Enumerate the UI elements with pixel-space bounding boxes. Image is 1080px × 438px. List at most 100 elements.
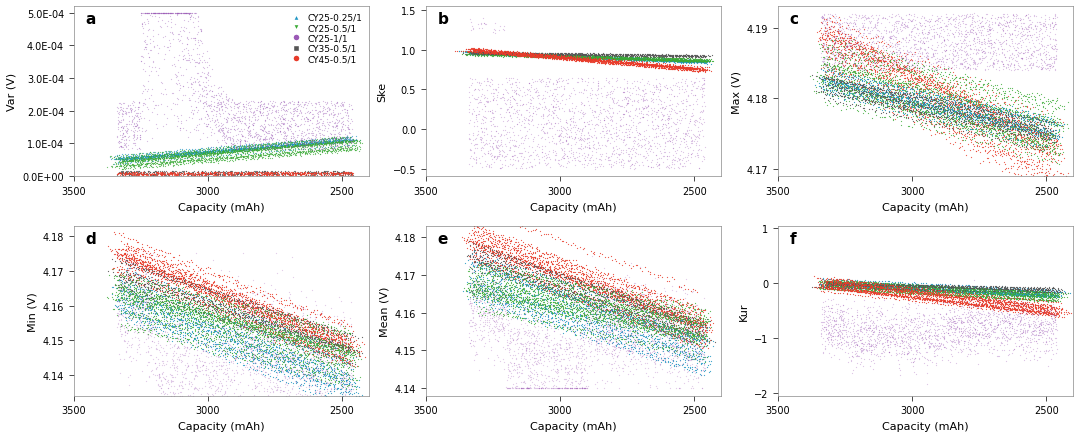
Point — [863, 90, 880, 97]
Point — [188, 299, 205, 306]
Point — [144, 326, 161, 333]
Point — [114, 170, 132, 177]
Point — [485, 86, 502, 93]
Point — [309, 138, 326, 145]
Point — [561, 290, 578, 297]
Point — [219, 114, 237, 121]
Point — [1054, 129, 1071, 136]
Point — [982, 110, 999, 117]
Point — [465, 278, 483, 285]
Point — [660, 57, 677, 64]
Point — [254, 152, 271, 159]
Point — [154, 11, 172, 18]
Point — [158, 304, 175, 311]
Point — [526, 282, 543, 289]
Point — [690, 359, 707, 366]
Point — [889, 20, 906, 27]
Point — [606, 323, 623, 330]
Point — [626, 165, 644, 172]
Point — [531, 52, 549, 59]
Point — [897, 106, 915, 113]
Point — [863, 282, 880, 289]
Point — [878, 63, 895, 70]
Point — [257, 307, 274, 314]
Point — [480, 51, 497, 58]
Point — [827, 67, 845, 74]
Point — [664, 357, 681, 364]
Point — [473, 336, 490, 343]
Point — [610, 295, 627, 302]
Point — [298, 144, 315, 151]
Point — [1015, 51, 1032, 58]
Point — [677, 66, 694, 73]
Point — [932, 106, 949, 113]
Point — [144, 301, 161, 308]
Point — [319, 138, 336, 145]
Point — [555, 56, 572, 63]
Point — [539, 52, 556, 59]
Point — [147, 298, 164, 305]
Point — [197, 342, 214, 349]
Point — [144, 270, 161, 277]
Point — [584, 280, 602, 287]
Point — [1038, 286, 1055, 293]
Point — [957, 122, 974, 129]
Point — [165, 254, 183, 261]
Point — [989, 298, 1007, 305]
Point — [302, 326, 320, 333]
Point — [665, 310, 683, 317]
Point — [514, 260, 531, 267]
Point — [1009, 285, 1026, 292]
Point — [1020, 27, 1037, 34]
Point — [549, 261, 566, 268]
Point — [210, 148, 227, 155]
Point — [192, 28, 210, 35]
Point — [157, 296, 174, 303]
Point — [951, 289, 969, 296]
Point — [519, 272, 537, 279]
Point — [189, 303, 206, 310]
Point — [994, 330, 1011, 337]
Point — [885, 75, 902, 82]
Point — [885, 36, 902, 43]
Point — [692, 108, 710, 115]
Point — [151, 286, 168, 293]
Point — [211, 153, 228, 160]
Point — [248, 313, 266, 320]
Point — [650, 321, 667, 328]
Point — [298, 330, 315, 337]
Point — [643, 311, 660, 318]
Point — [268, 315, 285, 322]
Point — [221, 129, 239, 136]
Point — [835, 88, 852, 95]
Point — [332, 367, 349, 374]
Point — [468, 50, 485, 57]
Point — [240, 131, 257, 138]
Point — [336, 139, 353, 146]
Point — [248, 169, 266, 176]
Point — [611, 60, 629, 67]
Point — [204, 321, 221, 328]
Point — [907, 286, 924, 293]
Point — [869, 290, 887, 297]
Point — [692, 59, 710, 66]
Point — [1025, 126, 1042, 133]
Point — [268, 314, 285, 321]
Point — [1026, 94, 1043, 101]
Point — [194, 311, 212, 318]
Point — [508, 249, 525, 256]
Point — [501, 288, 518, 295]
Point — [488, 322, 505, 329]
Point — [534, 311, 551, 318]
Point — [686, 329, 703, 336]
Point — [572, 316, 590, 323]
Point — [245, 147, 262, 154]
Point — [592, 54, 609, 61]
Point — [633, 320, 650, 327]
Point — [175, 160, 192, 167]
Point — [609, 102, 626, 109]
Point — [149, 149, 166, 156]
Point — [860, 15, 877, 22]
Point — [926, 347, 943, 354]
Point — [985, 304, 1002, 311]
